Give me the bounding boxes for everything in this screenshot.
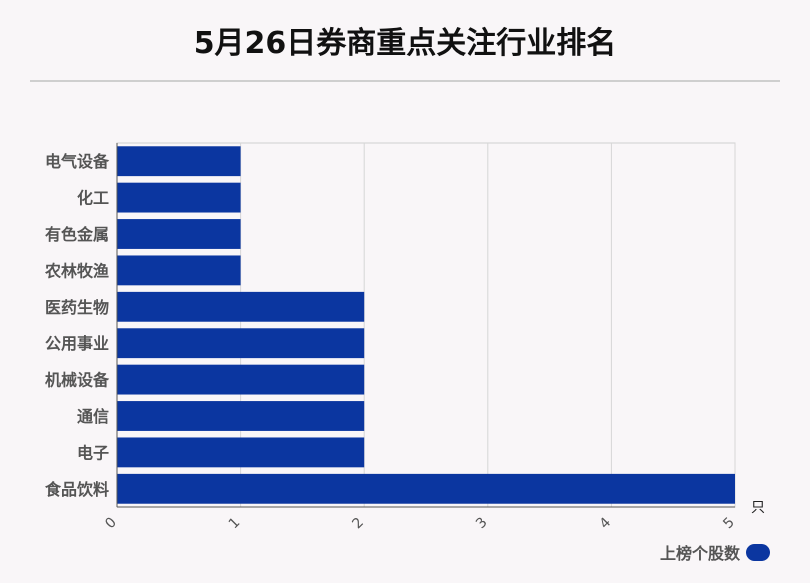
category-label: 通信 — [77, 407, 109, 426]
x-tick-label: 5 — [720, 515, 738, 533]
bar — [117, 328, 365, 359]
legend[interactable]: 上榜个股数 — [660, 540, 770, 564]
legend-swatch — [746, 543, 770, 561]
bar — [117, 473, 735, 504]
bar — [117, 437, 365, 468]
category-label: 机械设备 — [45, 371, 110, 390]
category-label: 有色金属 — [45, 225, 109, 244]
bar — [117, 291, 365, 322]
x-tick-label: 1 — [226, 515, 244, 533]
category-label: 化工 — [77, 189, 109, 208]
category-label: 农林牧渔 — [44, 261, 109, 280]
x-tick-label: 3 — [473, 515, 491, 533]
bar — [117, 182, 241, 213]
category-label: 食品饮料 — [44, 480, 109, 499]
bar — [117, 255, 241, 286]
x-axis-unit-label: 只 — [751, 500, 765, 516]
category-label: 电气设备 — [45, 152, 110, 171]
x-tick-label: 0 — [102, 515, 120, 533]
chart-title: 5月26日券商重点关注行业排名 — [193, 26, 617, 61]
bar — [117, 146, 241, 177]
category-label: 医药生物 — [45, 298, 109, 317]
bar — [117, 219, 241, 249]
category-label: 电子 — [77, 443, 109, 462]
category-label: 公用事业 — [45, 334, 109, 353]
bar — [117, 401, 365, 431]
title-divider — [30, 80, 780, 82]
bar — [117, 364, 365, 395]
x-tick-label: 4 — [597, 514, 615, 532]
legend-label: 上榜个股数 — [659, 544, 740, 563]
x-tick-label: 2 — [349, 515, 367, 533]
